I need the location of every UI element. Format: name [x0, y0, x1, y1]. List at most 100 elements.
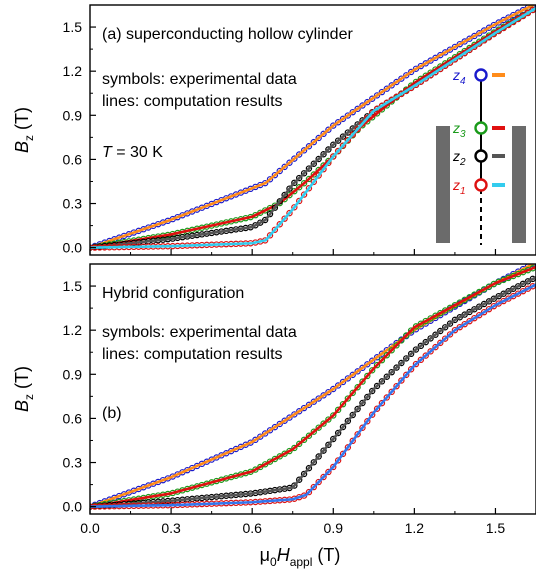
data-point — [286, 159, 293, 166]
y-label-unit: (T) — [12, 366, 32, 394]
data-point — [519, 12, 527, 20]
data-point — [500, 24, 507, 32]
data-point — [296, 174, 303, 182]
y-tick-label: 1.2 — [63, 322, 83, 338]
data-point — [432, 68, 439, 76]
cylinder-wall-right — [512, 126, 526, 243]
data-point — [325, 441, 332, 449]
series-2 — [90, 6, 536, 251]
annotation-line: symbols: experimental data — [102, 71, 297, 88]
series-3 — [90, 275, 536, 510]
data-point — [310, 138, 318, 146]
y-ticks: 0.0 0.3 0.6 0.9 1.2 1.5 — [63, 278, 96, 515]
data-point — [427, 348, 434, 355]
y-tick-label: 0.9 — [63, 366, 83, 382]
data-point — [373, 361, 381, 369]
inset-label-main: z — [452, 177, 460, 193]
data-point — [305, 488, 313, 496]
data-point — [369, 95, 376, 102]
data-point — [364, 98, 371, 106]
data-point — [354, 125, 361, 133]
data-point — [330, 435, 337, 443]
data-point — [388, 368, 395, 376]
data-point — [344, 136, 352, 144]
data-point — [427, 72, 434, 79]
data-point — [320, 130, 327, 138]
data-point — [495, 27, 502, 35]
data-point — [373, 354, 381, 361]
computed-line — [90, 276, 536, 508]
y-tick-label: 0.3 — [63, 455, 83, 471]
data-point — [344, 395, 352, 402]
data-point — [369, 411, 376, 418]
data-point — [393, 78, 400, 86]
x-tick-label: 0.6 — [242, 520, 262, 536]
data-point — [281, 417, 288, 424]
data-point — [373, 382, 381, 390]
data-point — [383, 99, 390, 107]
data-point — [398, 75, 405, 82]
series-markers — [90, 6, 536, 251]
x-label-sub0: 0 — [270, 555, 277, 569]
data-point — [330, 412, 337, 419]
y-label-sub: z — [22, 394, 36, 400]
data-point — [354, 384, 361, 391]
data-point — [300, 436, 308, 444]
data-point — [476, 40, 483, 47]
inset-label-sub: 3 — [460, 129, 466, 140]
data-point — [359, 120, 366, 127]
data-point — [403, 355, 410, 362]
series-markers — [90, 283, 536, 510]
data-point — [339, 400, 347, 408]
data-point — [407, 327, 415, 334]
data-point — [344, 444, 352, 451]
data-point — [476, 311, 483, 319]
data-point — [286, 414, 293, 421]
data-point — [393, 93, 400, 101]
data-point — [325, 468, 332, 476]
data-point — [320, 420, 327, 427]
data-point — [383, 394, 390, 401]
data-point — [510, 18, 517, 26]
x-tick-label: 1.5 — [486, 520, 506, 536]
inset-label-main: z — [452, 120, 460, 136]
plot-frame — [89, 4, 536, 256]
data-point — [398, 90, 405, 98]
data-point — [300, 170, 308, 177]
data-point — [393, 342, 400, 349]
data-point — [325, 388, 332, 396]
data-point — [325, 416, 332, 423]
data-point — [315, 172, 322, 179]
data-point — [446, 331, 454, 338]
data-point — [373, 92, 381, 99]
data-point — [480, 308, 488, 316]
computed-line — [90, 6, 536, 249]
data-point — [505, 21, 512, 29]
data-point — [369, 109, 376, 116]
data-point — [490, 302, 498, 310]
data-point — [359, 102, 366, 109]
data-point — [320, 447, 327, 454]
y-tick-label: 0.9 — [63, 107, 83, 123]
data-point — [456, 53, 463, 60]
data-point — [427, 335, 434, 342]
data-point — [412, 360, 420, 368]
data-point — [330, 141, 337, 148]
data-point — [437, 327, 444, 335]
data-point — [315, 134, 322, 142]
data-point — [378, 378, 386, 385]
data-point — [471, 314, 478, 322]
data-point — [417, 78, 425, 85]
data-point — [305, 165, 313, 172]
x-tick-label: 0.9 — [324, 520, 344, 536]
y-tick-label: 0.0 — [63, 240, 83, 256]
data-point — [271, 204, 279, 211]
data-point — [291, 179, 298, 187]
y-label-main: B — [12, 141, 32, 153]
data-point — [330, 153, 337, 160]
inset-label-main: z — [452, 67, 460, 83]
data-point — [339, 115, 347, 123]
data-point — [305, 175, 313, 183]
computed-line — [90, 6, 536, 249]
